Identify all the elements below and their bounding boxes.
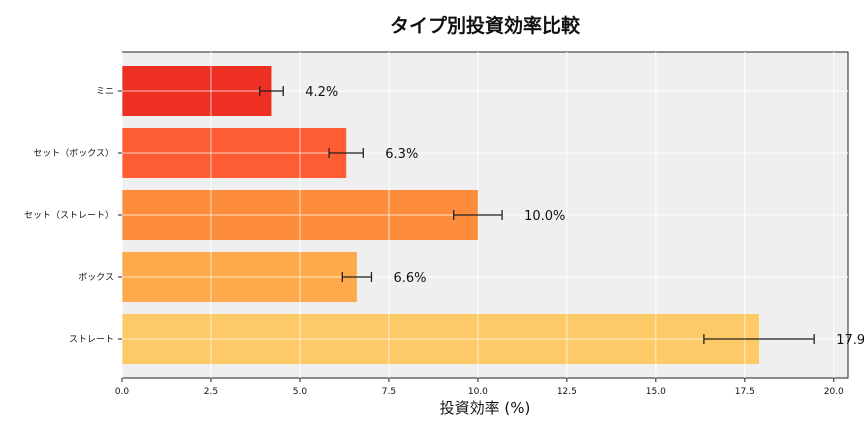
x-tick-label: 15.0 (646, 387, 666, 397)
x-tick-label: 7.5 (382, 387, 396, 397)
x-tick-label: 2.5 (204, 387, 218, 397)
data-label: 6.3% (385, 147, 418, 162)
data-label: 17.9% (836, 333, 864, 348)
chart-title: タイプ別投資効率比較 (390, 14, 581, 37)
x-tick-label: 5.0 (293, 387, 308, 397)
x-tick-label: 0.0 (115, 387, 130, 397)
data-label: 4.2% (305, 85, 338, 100)
x-tick-label: 20.0 (824, 387, 844, 397)
y-tick-label: ミニ (96, 87, 114, 97)
x-tick-label: 10.0 (468, 387, 488, 397)
x-axis-label: 投資効率 (%) (440, 399, 531, 417)
x-tick-label: 12.5 (557, 387, 577, 397)
y-tick-label: ボックス (78, 272, 114, 283)
y-tick-label: ストレート (69, 335, 114, 345)
y-tick-label: セット（ボックス） (33, 148, 114, 159)
data-label: 6.6% (393, 271, 426, 286)
y-tick-label: セット（ストレート） (24, 210, 114, 221)
x-tick-label: 17.5 (735, 387, 755, 397)
data-label: 10.0% (524, 209, 565, 224)
